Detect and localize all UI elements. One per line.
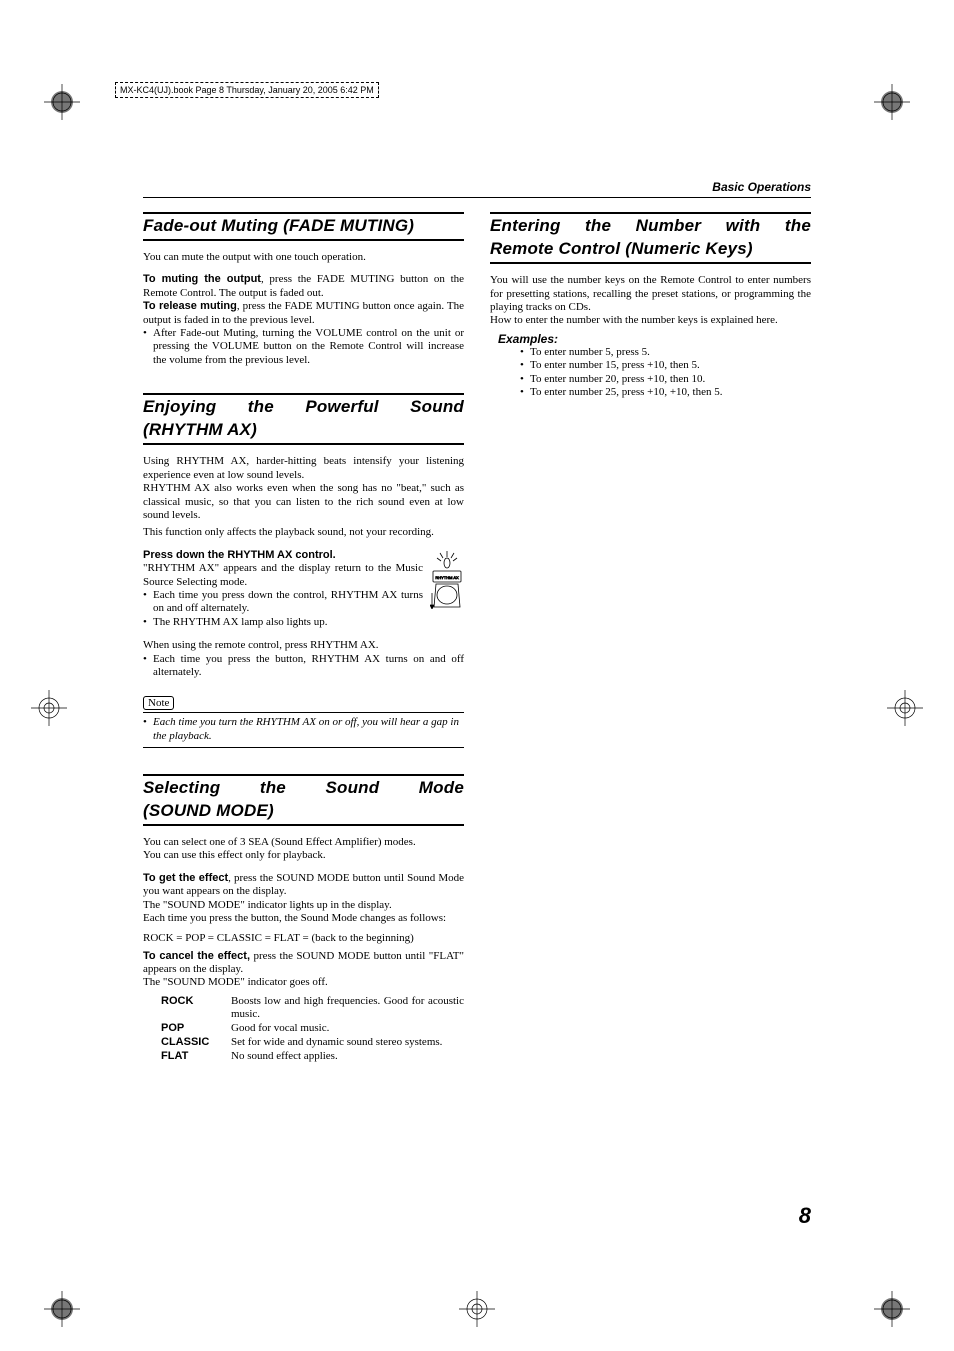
bullet-item: •To enter number 20, press +10, then 10. — [520, 373, 811, 386]
body-text: You will use the number keys on the Remo… — [490, 274, 811, 314]
body-text: The "SOUND MODE" indicator goes off. — [143, 976, 464, 989]
bullet-item: •The RHYTHM AX lamp also lights up. — [143, 616, 464, 629]
bullet-item: •To enter number 25, press +10, +10, the… — [520, 386, 811, 399]
body-text: To cancel the effect, press the SOUND MO… — [143, 950, 464, 977]
table-row: CLASSICSet for wide and dynamic sound st… — [161, 1036, 464, 1050]
body-text: "RHYTHM AX" appears and the display retu… — [143, 562, 423, 589]
header-section-label: Basic Operations — [143, 180, 811, 194]
bullet-item: •To enter number 5, press 5. — [520, 346, 811, 359]
crosshair-icon — [887, 690, 923, 726]
body-text: The "SOUND MODE" indicator lights up in … — [143, 899, 464, 912]
body-text: How to enter the number with the number … — [490, 314, 811, 327]
section-title-sound-mode: Selecting the Sound Mode — [143, 778, 464, 798]
body-text: Each time you press the button, the Soun… — [143, 912, 464, 925]
sequence-line: ROCK = POP = CLASSIC = FLAT = (back to t… — [143, 932, 464, 944]
examples-label: Examples: — [498, 332, 811, 346]
bullet-item: •Each time you press down the control, R… — [143, 589, 423, 616]
note-text: •Each time you turn the RHYTHM AX on or … — [143, 716, 464, 744]
body-text: To muting the output, press the FADE MUT… — [143, 273, 464, 300]
body-text: To release muting, press the FADE MUTING… — [143, 300, 464, 327]
crosshair-icon — [459, 1291, 495, 1327]
table-row: ROCKBoosts low and high frequencies. Goo… — [161, 995, 464, 1023]
body-text: You can use this effect only for playbac… — [143, 849, 464, 862]
section-title-numeric-keys: Entering the Number with the — [490, 216, 811, 236]
header-rule — [143, 197, 811, 198]
registration-mark-icon — [874, 1291, 910, 1327]
section-title-sound-mode-2: (SOUND MODE) — [143, 801, 464, 821]
section-title-rhythm-ax-2: (RHYTHM AX) — [143, 420, 464, 440]
registration-mark-icon — [874, 84, 910, 120]
svg-text:RHYTHM AX: RHYTHM AX — [435, 575, 459, 580]
section-title-rhythm-ax: Enjoying the Powerful Sound — [143, 397, 464, 417]
section-title-fade-muting: Fade-out Muting (FADE MUTING) — [143, 216, 464, 236]
table-row: POPGood for vocal music. — [161, 1022, 464, 1036]
crosshair-icon — [31, 690, 67, 726]
sound-mode-table: ROCKBoosts low and high frequencies. Goo… — [143, 995, 464, 1064]
body-text: To get the effect, press the SOUND MODE … — [143, 872, 464, 899]
right-column: Entering the Number with the Remote Cont… — [490, 212, 811, 1063]
bullet-item: •To enter number 15, press +10, then 5. — [520, 359, 811, 372]
bullet-item: •Each time you press the button, RHYTHM … — [143, 653, 464, 680]
section-title-numeric-keys-2: Remote Control (Numeric Keys) — [490, 239, 811, 259]
note-label-icon: Note — [143, 696, 174, 710]
body-text: You can mute the output with one touch o… — [143, 251, 464, 264]
body-text: RHYTHM AX also works even when the song … — [143, 482, 464, 522]
page-content: Basic Operations Fade-out Muting (FADE M… — [143, 180, 811, 1063]
body-text: You can select one of 3 SEA (Sound Effec… — [143, 836, 464, 849]
step-heading: Press down the RHYTHM AX control. — [143, 549, 464, 562]
body-text: When using the remote control, press RHY… — [143, 639, 464, 652]
left-column: Fade-out Muting (FADE MUTING) You can mu… — [143, 212, 464, 1063]
body-text: This function only affects the playback … — [143, 526, 464, 539]
bullet-item: •After Fade-out Muting, turning the VOLU… — [143, 327, 464, 367]
table-row: FLATNo sound effect applies. — [161, 1050, 464, 1064]
body-text: Using RHYTHM AX, harder-hitting beats in… — [143, 455, 464, 482]
rhythm-ax-dial-icon: RHYTHM AX — [430, 549, 464, 609]
registration-mark-icon — [44, 1291, 80, 1327]
page-number: 8 — [799, 1203, 811, 1229]
registration-mark-icon — [44, 84, 80, 120]
note-box: Note •Each time you turn the RHYTHM AX o… — [143, 693, 464, 748]
file-info-tag: MX-KC4(UJ).book Page 8 Thursday, January… — [115, 82, 379, 98]
